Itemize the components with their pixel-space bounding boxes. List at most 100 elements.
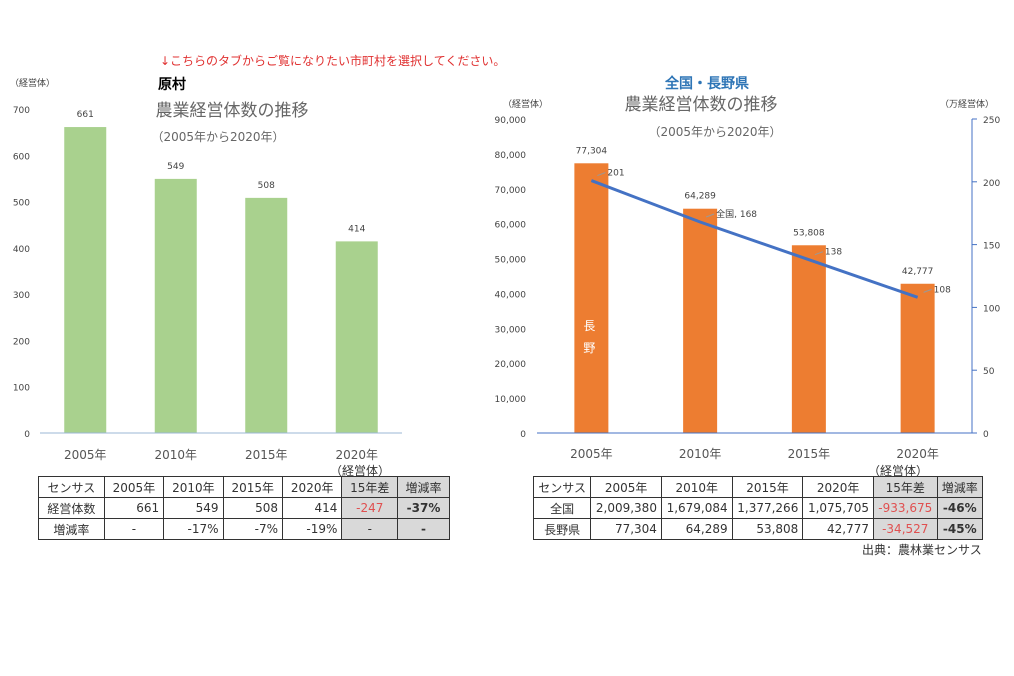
table-cell: 64,289 bbox=[660, 518, 733, 540]
right-y-tick: 90,000 bbox=[495, 116, 527, 126]
left-y-tick: 100 bbox=[13, 384, 30, 394]
line-label-leader bbox=[814, 251, 824, 256]
left-x-tick: 2015年 bbox=[245, 448, 288, 462]
line-series bbox=[590, 179, 919, 299]
right-table: センサス 2005年 2010年 2015年 2020年 15年差 増減率 全国 2,009,3… bbox=[532, 476, 984, 540]
right-y-tick: 60,000 bbox=[495, 221, 527, 231]
left-data-label: 508 bbox=[258, 181, 275, 191]
right-y-tick: 20,000 bbox=[495, 360, 527, 370]
right-bar-label: 42,777 bbox=[902, 267, 934, 277]
table-row: 経営体数 661 549 508 414 -247 -37% bbox=[38, 497, 450, 519]
right-y2-tick: 100 bbox=[983, 304, 1000, 314]
table-cell: 508 bbox=[222, 497, 283, 519]
left-y-tick: 700 bbox=[13, 106, 30, 116]
left-heading: 原村 bbox=[158, 76, 186, 93]
table-cell: 増減率 bbox=[397, 476, 450, 498]
left-x-tick: 2005年 bbox=[64, 448, 107, 462]
table-cell: -247 bbox=[341, 497, 399, 519]
right-heading: 全国・長野県 bbox=[664, 75, 749, 92]
table-cell: -37% bbox=[397, 497, 450, 519]
right-bar bbox=[574, 163, 609, 434]
left-y-tick: 500 bbox=[13, 199, 30, 209]
table-cell: 2020年 bbox=[802, 476, 875, 498]
line-data-label: 138 bbox=[825, 248, 842, 258]
right-y2-tick: 0 bbox=[983, 430, 989, 440]
table-cell: 2,009,380 bbox=[590, 497, 662, 519]
table-header: センサス 2005年 2010年 2015年 2020年 15年差 増減率 bbox=[532, 476, 984, 498]
left-y-tick: 400 bbox=[13, 245, 30, 255]
table-cell: 2015年 bbox=[222, 476, 283, 498]
table-cell: 2020年 bbox=[281, 476, 343, 498]
table-cell: センサス bbox=[38, 476, 105, 498]
left-table: センサス 2005年 2010年 2015年 2020年 15年差 増減率 経営体数 661 54… bbox=[38, 476, 450, 540]
right-bar bbox=[900, 283, 935, 433]
table-cell: 2010年 bbox=[660, 476, 733, 498]
right-y-tick: 80,000 bbox=[495, 151, 527, 161]
right-y2-tick: 50 bbox=[983, 367, 995, 377]
right-y-label: （経営体） bbox=[503, 98, 548, 110]
line-data-label: 全国, 168 bbox=[716, 208, 757, 220]
table-cell: 増減率 bbox=[936, 476, 984, 498]
bar-series-label: 長 bbox=[583, 319, 595, 333]
left-x-tick: 2020年 bbox=[335, 448, 378, 462]
right-bar bbox=[791, 245, 826, 433]
right-title: 農業経営体数の推移 bbox=[625, 95, 778, 115]
right-x-tick: 2005年 bbox=[570, 447, 613, 461]
right-bar-label: 53,808 bbox=[793, 228, 825, 238]
right-subtitle: （2005年から2020年） bbox=[648, 125, 781, 139]
right-y2-tick: 250 bbox=[983, 116, 1000, 126]
left-subtitle: （2005年から2020年） bbox=[151, 130, 284, 144]
left-data-label: 414 bbox=[348, 224, 365, 234]
left-bar bbox=[245, 197, 288, 433]
right-bar-label: 64,289 bbox=[684, 192, 716, 202]
line-data-label: 108 bbox=[934, 285, 951, 295]
table-cell: - bbox=[103, 518, 165, 540]
right-bar-label: 77,304 bbox=[576, 146, 608, 156]
source-text: 出典：農林業センサス bbox=[862, 543, 982, 557]
right-bar bbox=[683, 208, 718, 433]
right-y-tick: 10,000 bbox=[495, 395, 527, 405]
left-y-tick: 600 bbox=[13, 152, 30, 162]
line-data-label: 201 bbox=[607, 169, 624, 179]
table-cell: 2010年 bbox=[163, 476, 224, 498]
table-row: 長野県 77,304 64,289 53,808 42,777 -34,527 -45% bbox=[532, 518, 984, 540]
table-cell: -46% bbox=[936, 497, 984, 519]
table-cell: 15年差 bbox=[341, 476, 399, 498]
left-title: 農業経営体数の推移 bbox=[156, 101, 309, 121]
left-bar bbox=[154, 178, 197, 433]
right-y-tick: 40,000 bbox=[495, 290, 527, 300]
right-y-tick: 50,000 bbox=[495, 256, 527, 266]
left-y-tick: 200 bbox=[13, 337, 30, 347]
table-cell: -19% bbox=[281, 518, 343, 540]
table-cell: 経営体数 bbox=[38, 497, 105, 519]
table-cell: 414 bbox=[281, 497, 343, 519]
left-x-tick: 2010年 bbox=[154, 448, 197, 462]
left-y-label: （経営体） bbox=[10, 77, 55, 89]
left-bar bbox=[335, 241, 378, 433]
table-cell: 1,679,084 bbox=[660, 497, 733, 519]
right-y-tick: 30,000 bbox=[495, 325, 527, 335]
table-cell: センサス bbox=[532, 476, 592, 498]
table-cell: 長野県 bbox=[532, 518, 592, 540]
right-x-tick: 2015年 bbox=[788, 447, 831, 461]
table-cell: 15年差 bbox=[873, 476, 938, 498]
table-cell: -17% bbox=[163, 518, 224, 540]
table-header: センサス 2005年 2010年 2015年 2020年 15年差 増減率 bbox=[38, 476, 450, 498]
table-cell: 53,808 bbox=[731, 518, 804, 540]
bar-series-label: 野 bbox=[583, 341, 595, 355]
right-y2-label: （万経営体） bbox=[940, 98, 994, 110]
table-cell: 2005年 bbox=[103, 476, 165, 498]
table-cell: 549 bbox=[163, 497, 224, 519]
table-cell: - bbox=[397, 518, 450, 540]
table-cell: 42,777 bbox=[802, 518, 875, 540]
table-cell: -933,675 bbox=[873, 497, 938, 519]
line-label-leader bbox=[597, 172, 606, 177]
right-y2-tick: 200 bbox=[983, 179, 1000, 189]
notice-text: ↓こちらのタブからご覧になりたい市町村を選択してください。 bbox=[160, 54, 506, 68]
left-bar bbox=[64, 127, 107, 434]
table-cell: 2005年 bbox=[590, 476, 662, 498]
table-cell: - bbox=[341, 518, 399, 540]
left-y-tick: 300 bbox=[13, 291, 30, 301]
table-cell: 661 bbox=[103, 497, 165, 519]
